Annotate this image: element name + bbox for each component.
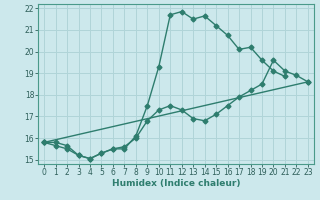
X-axis label: Humidex (Indice chaleur): Humidex (Indice chaleur) [112,179,240,188]
